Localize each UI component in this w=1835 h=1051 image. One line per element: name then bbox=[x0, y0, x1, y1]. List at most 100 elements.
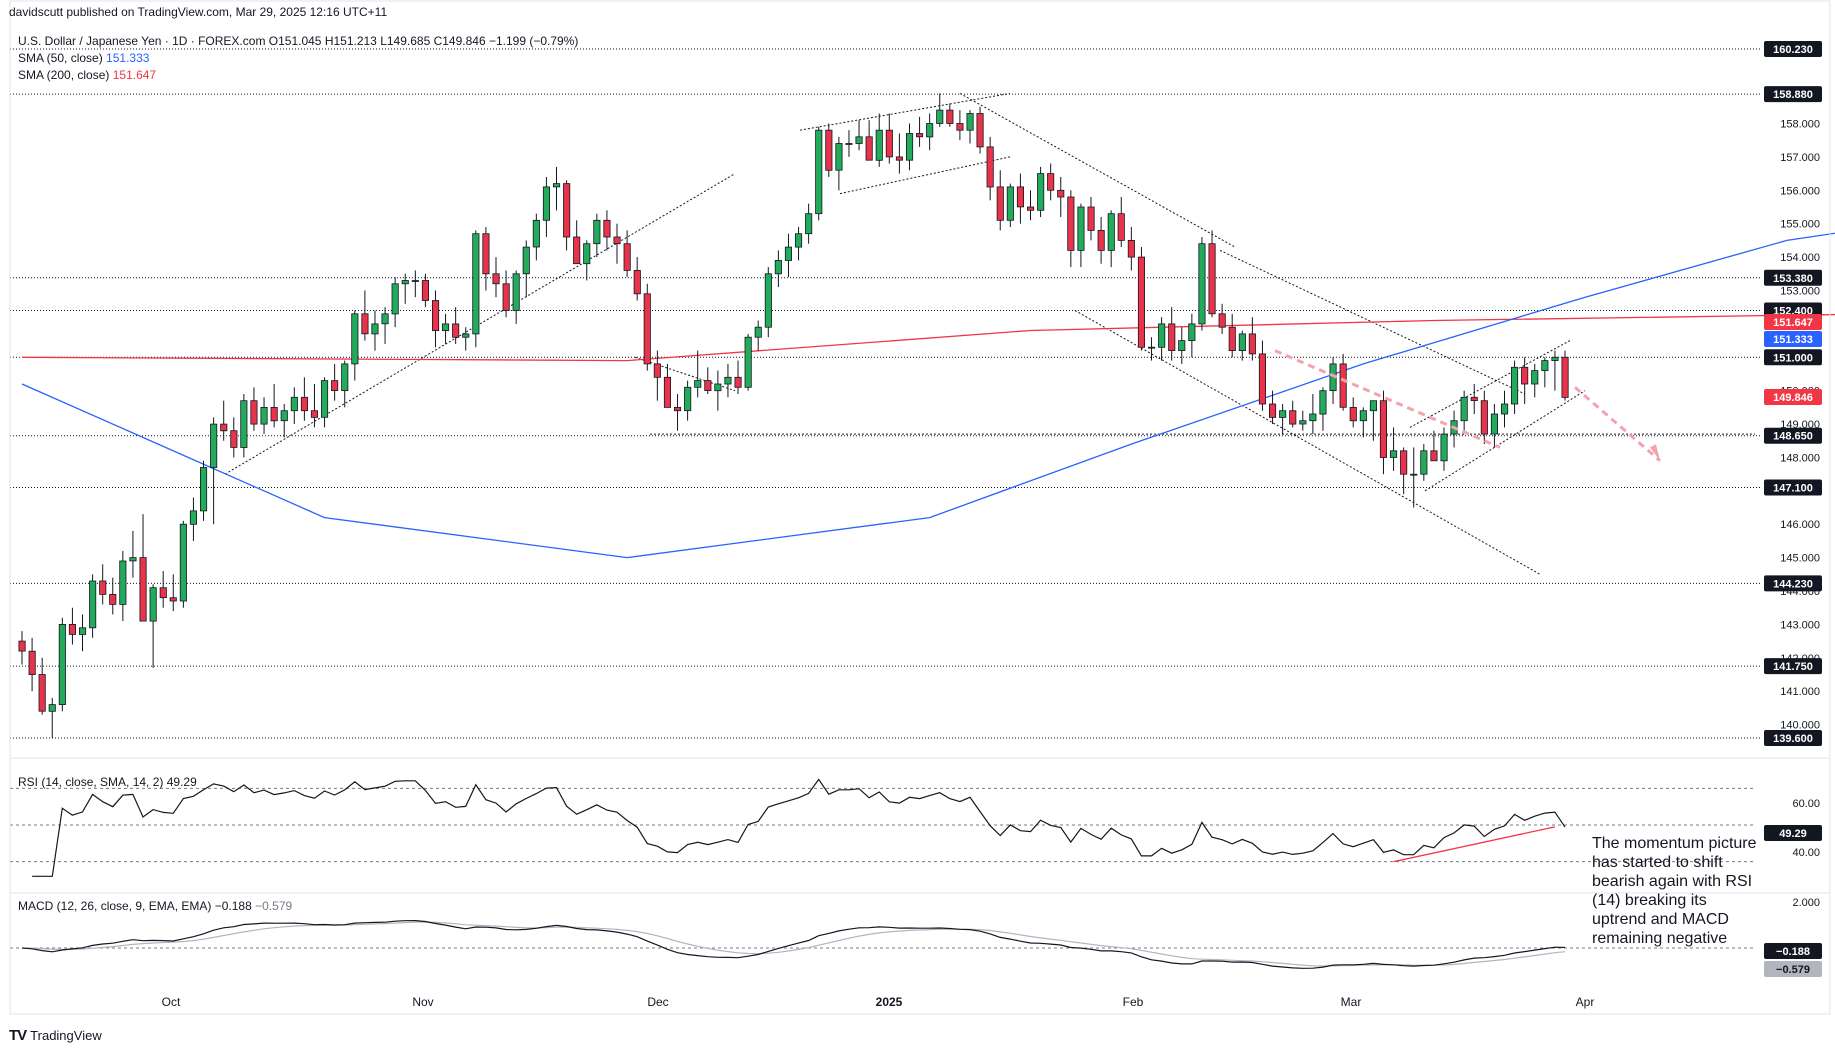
y-tick-label: 155.000 bbox=[1780, 219, 1820, 231]
trend-line bbox=[224, 173, 736, 475]
candle-up bbox=[260, 406, 268, 425]
candle-down bbox=[1349, 406, 1357, 422]
level-tag bbox=[1764, 269, 1822, 286]
rsi-line bbox=[32, 778, 1566, 877]
forecast-arrows bbox=[1274, 349, 1661, 462]
candle-down bbox=[1258, 353, 1267, 405]
candle-up bbox=[1158, 323, 1166, 348]
macd-value-tag bbox=[1764, 943, 1822, 959]
sma200-value: 151.647 bbox=[112, 68, 157, 82]
y-tick-label: 156.000 bbox=[1780, 185, 1820, 197]
candle-down bbox=[573, 236, 581, 265]
candlesticks bbox=[18, 93, 1569, 738]
sma200-label: SMA (200, close) bbox=[18, 68, 110, 82]
candle-up bbox=[835, 143, 843, 171]
sma200-price-tag bbox=[1764, 314, 1822, 330]
last-price-tag-label: 149.846 bbox=[1773, 392, 1813, 404]
candle-up bbox=[553, 183, 561, 188]
trend-line bbox=[1409, 340, 1571, 428]
candle-down bbox=[653, 363, 661, 378]
candle-down bbox=[310, 410, 318, 418]
level-tag-label: 158.880 bbox=[1773, 89, 1813, 101]
candle-up bbox=[391, 283, 399, 315]
candle-down bbox=[946, 109, 954, 124]
candle-down bbox=[1269, 403, 1277, 418]
candle-up bbox=[1148, 346, 1156, 349]
candle-down bbox=[916, 133, 924, 138]
candle-down bbox=[1470, 396, 1478, 401]
time-axis: Oct Nov Dec 2025 Feb Mar Apr bbox=[162, 995, 1595, 1009]
moving-averages bbox=[21, 232, 1835, 559]
candle-down bbox=[704, 380, 712, 392]
tradingview-logo-icon: TV bbox=[9, 1027, 27, 1044]
level-tag-label: 160.230 bbox=[1773, 44, 1813, 56]
sma50-value: 151.333 bbox=[106, 51, 150, 65]
candle-up bbox=[875, 129, 883, 161]
candle-down bbox=[825, 129, 833, 171]
candle-down bbox=[1218, 313, 1226, 328]
level-tag bbox=[1764, 479, 1822, 496]
candle-up bbox=[1541, 360, 1549, 372]
level-tag bbox=[1764, 427, 1822, 444]
y-tick-label: 157.000 bbox=[1780, 152, 1820, 164]
brand-name: TradingView bbox=[30, 1028, 102, 1043]
candle-up bbox=[401, 280, 409, 285]
candle-up bbox=[1006, 186, 1014, 221]
candle-up bbox=[341, 363, 349, 391]
candle-up bbox=[1359, 410, 1367, 422]
candle-up bbox=[583, 243, 591, 265]
y-tick-label: 158.000 bbox=[1780, 118, 1820, 130]
candle-down bbox=[996, 186, 1004, 221]
candle-up bbox=[805, 213, 813, 235]
candle-up bbox=[1440, 433, 1448, 462]
candle-up bbox=[1551, 356, 1559, 361]
sma50-label: SMA (50, close) bbox=[18, 51, 103, 65]
candle-down bbox=[431, 300, 440, 332]
candle-up bbox=[1238, 333, 1246, 351]
candle-up bbox=[320, 380, 329, 418]
x-tick-label: 2025 bbox=[876, 995, 903, 1009]
candle-down bbox=[734, 376, 742, 388]
candle-down bbox=[1168, 323, 1176, 351]
level-tag-label: 139.600 bbox=[1773, 733, 1813, 745]
tradingview-brand[interactable]: TV TradingView bbox=[9, 1027, 102, 1044]
candle-up bbox=[1037, 173, 1045, 211]
candle-up bbox=[522, 246, 530, 275]
macd-line bbox=[21, 919, 1566, 969]
candle-up bbox=[684, 386, 692, 412]
candle-down bbox=[1561, 356, 1569, 398]
candle-up bbox=[1531, 370, 1539, 385]
candle-down bbox=[976, 113, 984, 148]
candle-down bbox=[331, 380, 339, 392]
candle-down bbox=[1430, 450, 1438, 462]
macd-value-tag-label: −0.188 bbox=[1776, 946, 1810, 958]
candle-down bbox=[109, 594, 117, 605]
macd-signal-tag-label: −0.579 bbox=[1776, 964, 1810, 976]
candle-down bbox=[865, 136, 873, 161]
candle-down bbox=[1339, 363, 1347, 408]
candle-up bbox=[784, 246, 792, 261]
symbol-line: U.S. Dollar / Japanese Yen · 1D · FOREX.… bbox=[18, 34, 579, 48]
candle-down bbox=[250, 400, 258, 425]
candle-up bbox=[441, 323, 450, 331]
candle-down bbox=[563, 183, 571, 238]
candle-up bbox=[764, 273, 772, 328]
candle-up bbox=[966, 113, 974, 131]
candle-up bbox=[1279, 410, 1287, 418]
macd-tick-label: 2.000 bbox=[1792, 897, 1820, 909]
candle-down bbox=[270, 406, 278, 422]
candle-down bbox=[452, 323, 460, 338]
candle-up bbox=[48, 704, 56, 712]
candle-down bbox=[956, 123, 964, 131]
arrow-head bbox=[1650, 444, 1660, 461]
candle-down bbox=[986, 146, 994, 188]
candle-up bbox=[815, 129, 823, 215]
sma50-legend: SMA (50, close) 151.333 bbox=[18, 51, 149, 65]
candle-up bbox=[1299, 420, 1307, 425]
candle-up bbox=[906, 133, 914, 161]
rsi-pane bbox=[10, 778, 1755, 877]
candle-down bbox=[169, 597, 177, 602]
candle-up bbox=[754, 326, 762, 338]
last-price-tag bbox=[1764, 389, 1822, 405]
